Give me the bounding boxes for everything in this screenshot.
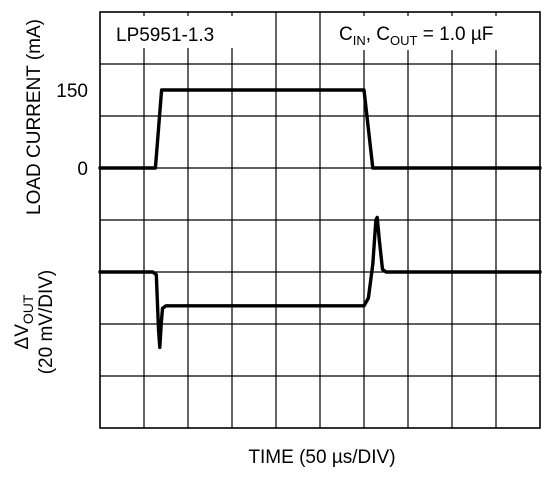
panel-label-box	[104, 16, 238, 48]
ylabel-delta-vout-scale: (20 mV/DIV)	[36, 270, 57, 375]
condition-box	[328, 16, 534, 50]
ytick-label: 0	[77, 159, 88, 180]
xlabel: TIME (50 µs/DIV)	[248, 447, 395, 468]
series-layer	[98, 88, 542, 350]
plot-frame	[99, 11, 541, 429]
series-delta-vout-trace	[98, 215, 542, 350]
ylabel-delta-vout: ΔVOUT	[12, 294, 36, 349]
panel-label: LP5951-1.3	[116, 25, 214, 46]
ytick-label: 150	[56, 81, 88, 102]
condition-label: CIN, COUT = 1.0 µF	[339, 24, 493, 48]
ylabel-load-current: LOAD CURRENT (mA)	[24, 19, 45, 215]
series-load-current-trace	[98, 88, 542, 170]
